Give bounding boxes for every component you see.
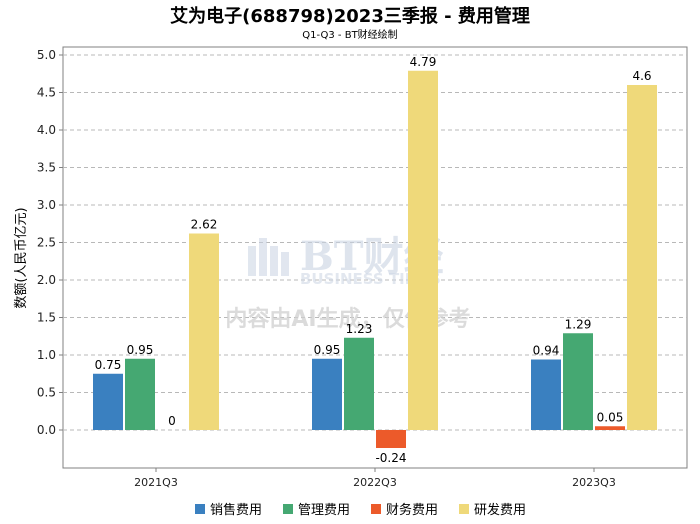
chart-subtitle: Q1-Q3 - BT财经绘制 [302,28,397,41]
legend-label: 销售费用 [210,502,262,518]
watermark-brand-en: BUSINESS TIMES [300,270,441,288]
data-label: 0.75 [95,358,122,372]
legend-label: 财务费用 [386,502,438,518]
data-label: 0.95 [314,343,341,357]
bar-2021Q3-管理费用 [125,358,155,430]
legend-swatch [283,504,293,514]
data-label: 4.79 [410,55,437,69]
data-label: 2.62 [191,218,218,232]
bar-2022Q3-财务费用 [376,430,406,448]
bar-2022Q3-管理费用 [344,337,374,430]
chart-title: 艾为电子(688798)2023三季报 - 费用管理 [170,5,530,27]
bars [93,70,657,448]
y-tick-label: 2.0 [37,273,56,287]
x-tick-label: 2022Q3 [353,476,397,489]
legend-swatch [195,504,205,514]
y-tick-label: 0.0 [37,423,56,437]
y-tick-label: 4.5 [37,86,56,100]
legend-label: 管理费用 [298,503,350,518]
x-tick-label: 2023Q3 [572,476,616,489]
y-tick-label: 1.0 [37,348,56,362]
y-tick-label: 1.5 [37,311,56,325]
data-label: 0.95 [127,343,154,357]
bar-2023Q3-财务费用 [595,426,625,430]
data-label: 1.23 [346,322,373,336]
legend-swatch [459,504,469,514]
bar-2021Q3-研发费用 [189,233,219,430]
legend-swatch [371,504,381,514]
data-label: 4.6 [632,69,651,83]
y-tick-label: 0.5 [37,386,56,400]
y-axis-label: 数额(人民币亿元) [14,207,29,308]
y-tick-label: 3.0 [37,198,56,212]
bar-2023Q3-销售费用 [531,359,561,430]
bar-2023Q3-管理费用 [563,333,593,430]
y-tick-label: 4.0 [37,123,56,137]
data-label: 0 [168,414,176,428]
data-label: -0.24 [375,451,406,465]
data-label: 0.05 [597,410,624,424]
bar-2022Q3-销售费用 [312,358,342,430]
legend: 销售费用 管理费用 财务费用 研发费用 [195,502,526,518]
data-labels: 0.75 0.95 0 2.62 0.95 1.23 -0.24 4.79 0.94 1.29 0.… [95,55,652,465]
bar-2022Q3-研发费用 [408,70,438,430]
bar-2021Q3-销售费用 [93,373,123,430]
x-tick-label: 2021Q3 [134,476,178,489]
y-axis-ticks: 0.0 0.5 1.0 1.5 2.0 2.5 3.0 3.5 4.0 4.5 5.0 [37,48,63,437]
data-label: 1.29 [565,317,592,331]
watermark-logo-icon [248,238,289,276]
y-tick-label: 5.0 [37,48,56,62]
y-tick-label: 3.5 [37,161,56,175]
legend-label: 研发费用 [474,502,526,518]
y-tick-label: 2.5 [37,236,56,250]
data-label: 0.94 [533,344,560,358]
bar-2023Q3-研发费用 [627,85,657,430]
x-axis-ticks: 2021Q3 2022Q3 2023Q3 [134,468,616,489]
